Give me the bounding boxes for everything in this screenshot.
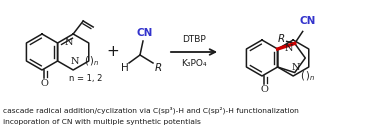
Text: CN: CN xyxy=(299,16,316,26)
Polygon shape xyxy=(26,34,57,70)
Polygon shape xyxy=(277,40,309,76)
Text: K₃PO₄: K₃PO₄ xyxy=(181,60,207,68)
Text: H: H xyxy=(121,63,129,73)
Text: N: N xyxy=(65,38,73,47)
Text: ($\,$)$_n$: ($\,$)$_n$ xyxy=(84,54,99,68)
Text: ($\,$)$_n$: ($\,$)$_n$ xyxy=(300,70,315,83)
Text: cascade radical addition/cyclization via C(sp³)-H and C(sp²)-H functionalization: cascade radical addition/cyclization via… xyxy=(3,106,299,114)
Polygon shape xyxy=(246,40,277,76)
Text: O: O xyxy=(40,80,48,89)
Text: CN: CN xyxy=(137,28,153,38)
Text: N: N xyxy=(71,57,79,66)
Text: +: + xyxy=(107,44,119,60)
Polygon shape xyxy=(57,34,89,70)
Text: incoporation of CN with multiple synthetic potentials: incoporation of CN with multiple synthet… xyxy=(3,119,201,125)
Text: O: O xyxy=(260,85,268,94)
Polygon shape xyxy=(277,43,305,73)
Text: R: R xyxy=(278,34,285,44)
Text: n = 1, 2: n = 1, 2 xyxy=(70,75,103,83)
Text: N: N xyxy=(285,44,293,53)
Text: N: N xyxy=(292,63,301,72)
Text: DTBP: DTBP xyxy=(182,36,206,44)
Text: R: R xyxy=(154,63,162,73)
